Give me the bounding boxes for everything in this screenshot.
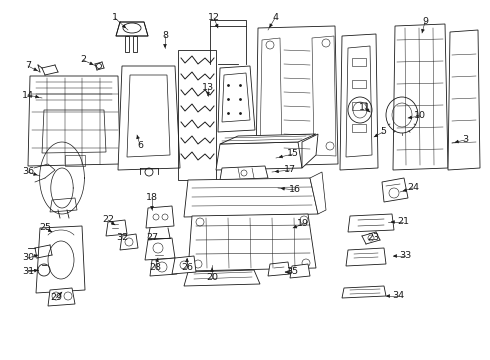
Polygon shape bbox=[145, 238, 175, 260]
Polygon shape bbox=[346, 46, 372, 157]
Text: 19: 19 bbox=[297, 220, 309, 229]
Text: 18: 18 bbox=[146, 194, 158, 202]
Text: 20: 20 bbox=[206, 274, 218, 283]
Text: 2: 2 bbox=[80, 55, 86, 64]
Text: 8: 8 bbox=[162, 31, 168, 40]
Polygon shape bbox=[346, 248, 386, 266]
Text: 28: 28 bbox=[149, 264, 161, 273]
Text: 29: 29 bbox=[50, 293, 62, 302]
Polygon shape bbox=[188, 214, 316, 271]
Polygon shape bbox=[256, 26, 338, 166]
Polygon shape bbox=[260, 38, 282, 156]
Polygon shape bbox=[28, 76, 120, 166]
Text: 15: 15 bbox=[287, 149, 299, 158]
Polygon shape bbox=[302, 134, 318, 168]
Polygon shape bbox=[393, 24, 448, 170]
Polygon shape bbox=[146, 206, 174, 228]
Polygon shape bbox=[448, 30, 480, 170]
Text: 35: 35 bbox=[286, 267, 298, 276]
Polygon shape bbox=[184, 270, 260, 286]
Text: 21: 21 bbox=[397, 217, 409, 226]
Polygon shape bbox=[184, 178, 318, 217]
Polygon shape bbox=[42, 110, 106, 153]
Polygon shape bbox=[150, 258, 177, 276]
Polygon shape bbox=[268, 262, 290, 276]
Polygon shape bbox=[127, 75, 170, 157]
Polygon shape bbox=[172, 256, 196, 274]
Polygon shape bbox=[290, 264, 310, 278]
Text: 30: 30 bbox=[22, 253, 34, 262]
Polygon shape bbox=[48, 288, 75, 306]
Text: 36: 36 bbox=[22, 167, 34, 176]
Polygon shape bbox=[116, 22, 148, 36]
Text: 34: 34 bbox=[392, 292, 404, 301]
Text: 4: 4 bbox=[272, 13, 278, 22]
Text: 1: 1 bbox=[112, 13, 118, 22]
Polygon shape bbox=[50, 198, 77, 212]
Polygon shape bbox=[220, 166, 268, 180]
Polygon shape bbox=[216, 142, 302, 170]
Polygon shape bbox=[118, 66, 180, 170]
Text: 5: 5 bbox=[380, 127, 386, 136]
Polygon shape bbox=[310, 172, 326, 214]
Ellipse shape bbox=[123, 23, 141, 33]
Polygon shape bbox=[36, 226, 85, 293]
Text: 10: 10 bbox=[414, 112, 426, 121]
Text: 14: 14 bbox=[22, 90, 34, 99]
Polygon shape bbox=[312, 36, 336, 156]
Polygon shape bbox=[342, 286, 386, 298]
Text: 12: 12 bbox=[208, 13, 220, 22]
Text: 11: 11 bbox=[359, 104, 371, 112]
Polygon shape bbox=[382, 178, 408, 202]
Polygon shape bbox=[120, 234, 138, 250]
Text: 27: 27 bbox=[146, 234, 158, 243]
Text: 9: 9 bbox=[422, 18, 428, 27]
Polygon shape bbox=[218, 66, 255, 132]
Text: 7: 7 bbox=[25, 62, 31, 71]
Text: 32: 32 bbox=[116, 234, 128, 243]
Text: 26: 26 bbox=[181, 264, 193, 273]
Polygon shape bbox=[220, 134, 316, 144]
Text: 6: 6 bbox=[137, 140, 143, 149]
Text: 24: 24 bbox=[407, 184, 419, 193]
Text: 25: 25 bbox=[39, 224, 51, 233]
Text: 31: 31 bbox=[22, 267, 34, 276]
Text: 16: 16 bbox=[289, 185, 301, 194]
Polygon shape bbox=[106, 220, 127, 236]
Text: 33: 33 bbox=[399, 252, 411, 261]
Text: 3: 3 bbox=[462, 135, 468, 144]
Text: 22: 22 bbox=[102, 216, 114, 225]
Text: 17: 17 bbox=[284, 166, 296, 175]
Text: 23: 23 bbox=[367, 234, 379, 243]
Polygon shape bbox=[340, 34, 378, 170]
Text: 13: 13 bbox=[202, 84, 214, 93]
Polygon shape bbox=[222, 73, 250, 122]
Polygon shape bbox=[348, 214, 394, 232]
